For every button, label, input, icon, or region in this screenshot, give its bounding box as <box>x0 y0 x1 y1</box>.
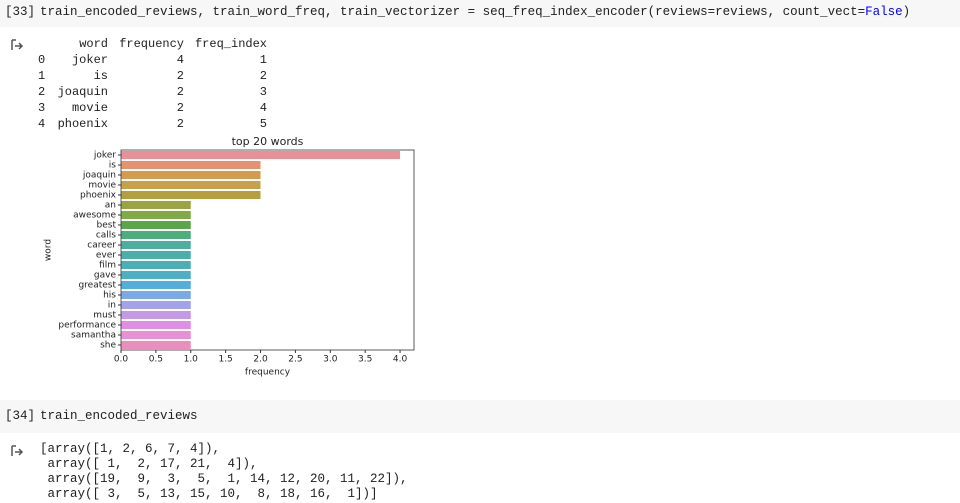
table-cell: 1 <box>259 53 267 67</box>
x-tick-label: 2.5 <box>288 355 302 365</box>
y-tick-label: in <box>108 301 116 311</box>
table-cell: phoenix <box>57 117 108 131</box>
code-line: train_encoded_reviews, train_word_freq, … <box>40 5 910 19</box>
y-tick-label: samantha <box>71 331 116 341</box>
table-cell: 2 <box>176 117 184 131</box>
output-line: array([19, 9, 3, 5, 1, 14, 12, 20, 11, 2… <box>40 472 408 486</box>
output-line: [array([1, 2, 6, 7, 4]), <box>40 442 221 456</box>
table-cell: is <box>93 69 108 83</box>
x-tick-label: 4.0 <box>393 355 408 365</box>
x-tick-label: 3.5 <box>358 355 372 365</box>
column-header: freq_index <box>194 37 267 51</box>
table-cell: 4 <box>259 101 267 115</box>
bar <box>121 201 191 209</box>
output-icon[interactable] <box>10 38 24 52</box>
y-tick-label: joker <box>93 151 116 161</box>
bar <box>121 281 191 289</box>
bar <box>121 271 191 279</box>
table-cell: 2 <box>259 69 267 83</box>
bar <box>121 321 191 329</box>
table-cell: 2 <box>176 85 184 99</box>
y-tick-label: ever <box>96 251 116 261</box>
table-cell: 2 <box>176 101 184 115</box>
plot-frame <box>120 149 415 351</box>
bar <box>121 251 191 259</box>
chart-title: top 20 words <box>232 135 304 148</box>
bar <box>121 301 191 309</box>
bar <box>121 231 191 239</box>
y-tick-label: gave <box>94 271 117 281</box>
y-tick-label: is <box>109 161 117 171</box>
column-header: frequency <box>119 37 184 51</box>
code-text: ) <box>902 5 911 19</box>
bar <box>121 161 261 169</box>
y-tick-label: joaquin <box>82 171 116 181</box>
x-tick-label: 3.0 <box>323 355 338 365</box>
code-cell <box>0 400 960 433</box>
x-tick-label: 0.0 <box>114 355 129 365</box>
x-tick-label: 0.5 <box>149 355 163 365</box>
y-tick-label: greatest <box>78 281 116 291</box>
table-cell: movie <box>71 101 108 115</box>
x-tick-label: 1.5 <box>218 355 232 365</box>
output-line: array([ 1, 2, 17, 21, 4]), <box>40 457 258 471</box>
bar <box>121 311 191 319</box>
table-cell: 4 <box>176 53 184 67</box>
y-tick-label: awesome <box>73 211 116 221</box>
code-cell <box>0 0 960 27</box>
y-tick-label: an <box>105 201 116 211</box>
bar <box>121 341 191 349</box>
code-line: train_encoded_reviews <box>40 409 198 423</box>
row-index: 1 <box>38 69 46 83</box>
row-index: 2 <box>38 85 46 99</box>
bar <box>121 261 191 269</box>
y-tick-label: she <box>100 341 116 351</box>
cell-prompt: [33] <box>5 5 36 19</box>
output-line: array([ 3, 5, 13, 15, 10, 8, 18, 16, 1])… <box>40 487 378 501</box>
bar <box>121 241 191 249</box>
x-tick-label: 2.0 <box>253 355 268 365</box>
column-header: word <box>79 37 108 51</box>
output-icon[interactable] <box>10 444 24 458</box>
table-cell: joaquin <box>57 85 108 99</box>
y-tick-label: movie <box>88 181 116 191</box>
y-tick-label: must <box>93 311 116 321</box>
bar <box>121 211 191 219</box>
bar <box>121 221 191 229</box>
chart: top 20 words jokerisjoaquinmoviephoenixan… <box>44 135 415 378</box>
code-keyword: False <box>865 5 903 19</box>
y-tick-label: performance <box>58 321 116 331</box>
output-text: [array([1, 2, 6, 7, 4]), array([ 1, 2, 1… <box>40 442 408 502</box>
y-tick-label: film <box>99 261 116 271</box>
bar <box>121 191 261 199</box>
table-cell: 2 <box>176 69 184 83</box>
cell-prompt: [34] <box>5 409 36 423</box>
y-tick-label: career <box>87 241 116 251</box>
table-cell: 5 <box>259 117 267 131</box>
row-index: 0 <box>38 53 46 67</box>
bar <box>121 171 261 179</box>
x-axis-label: frequency <box>245 368 291 378</box>
y-tick-label: phoenix <box>80 191 117 201</box>
bar <box>121 291 191 299</box>
table-cell: 3 <box>259 85 267 99</box>
y-tick-label: his <box>103 291 116 301</box>
bar <box>121 331 191 339</box>
table-cell: joker <box>71 53 108 67</box>
dataframe: word frequency freq_index 0 joker 4 1 1 is 2 2 2 joa… <box>0 35 300 135</box>
y-axis-label: word <box>44 239 54 261</box>
row-index: 3 <box>38 101 46 115</box>
y-tick-label: calls <box>96 231 116 241</box>
y-tick-label: best <box>97 221 117 231</box>
bar <box>121 181 261 189</box>
code-text: train_encoded_reviews, train_word_freq, … <box>40 5 866 19</box>
row-index: 4 <box>38 117 46 131</box>
x-tick-label: 1.0 <box>184 355 199 365</box>
bar <box>121 151 401 159</box>
